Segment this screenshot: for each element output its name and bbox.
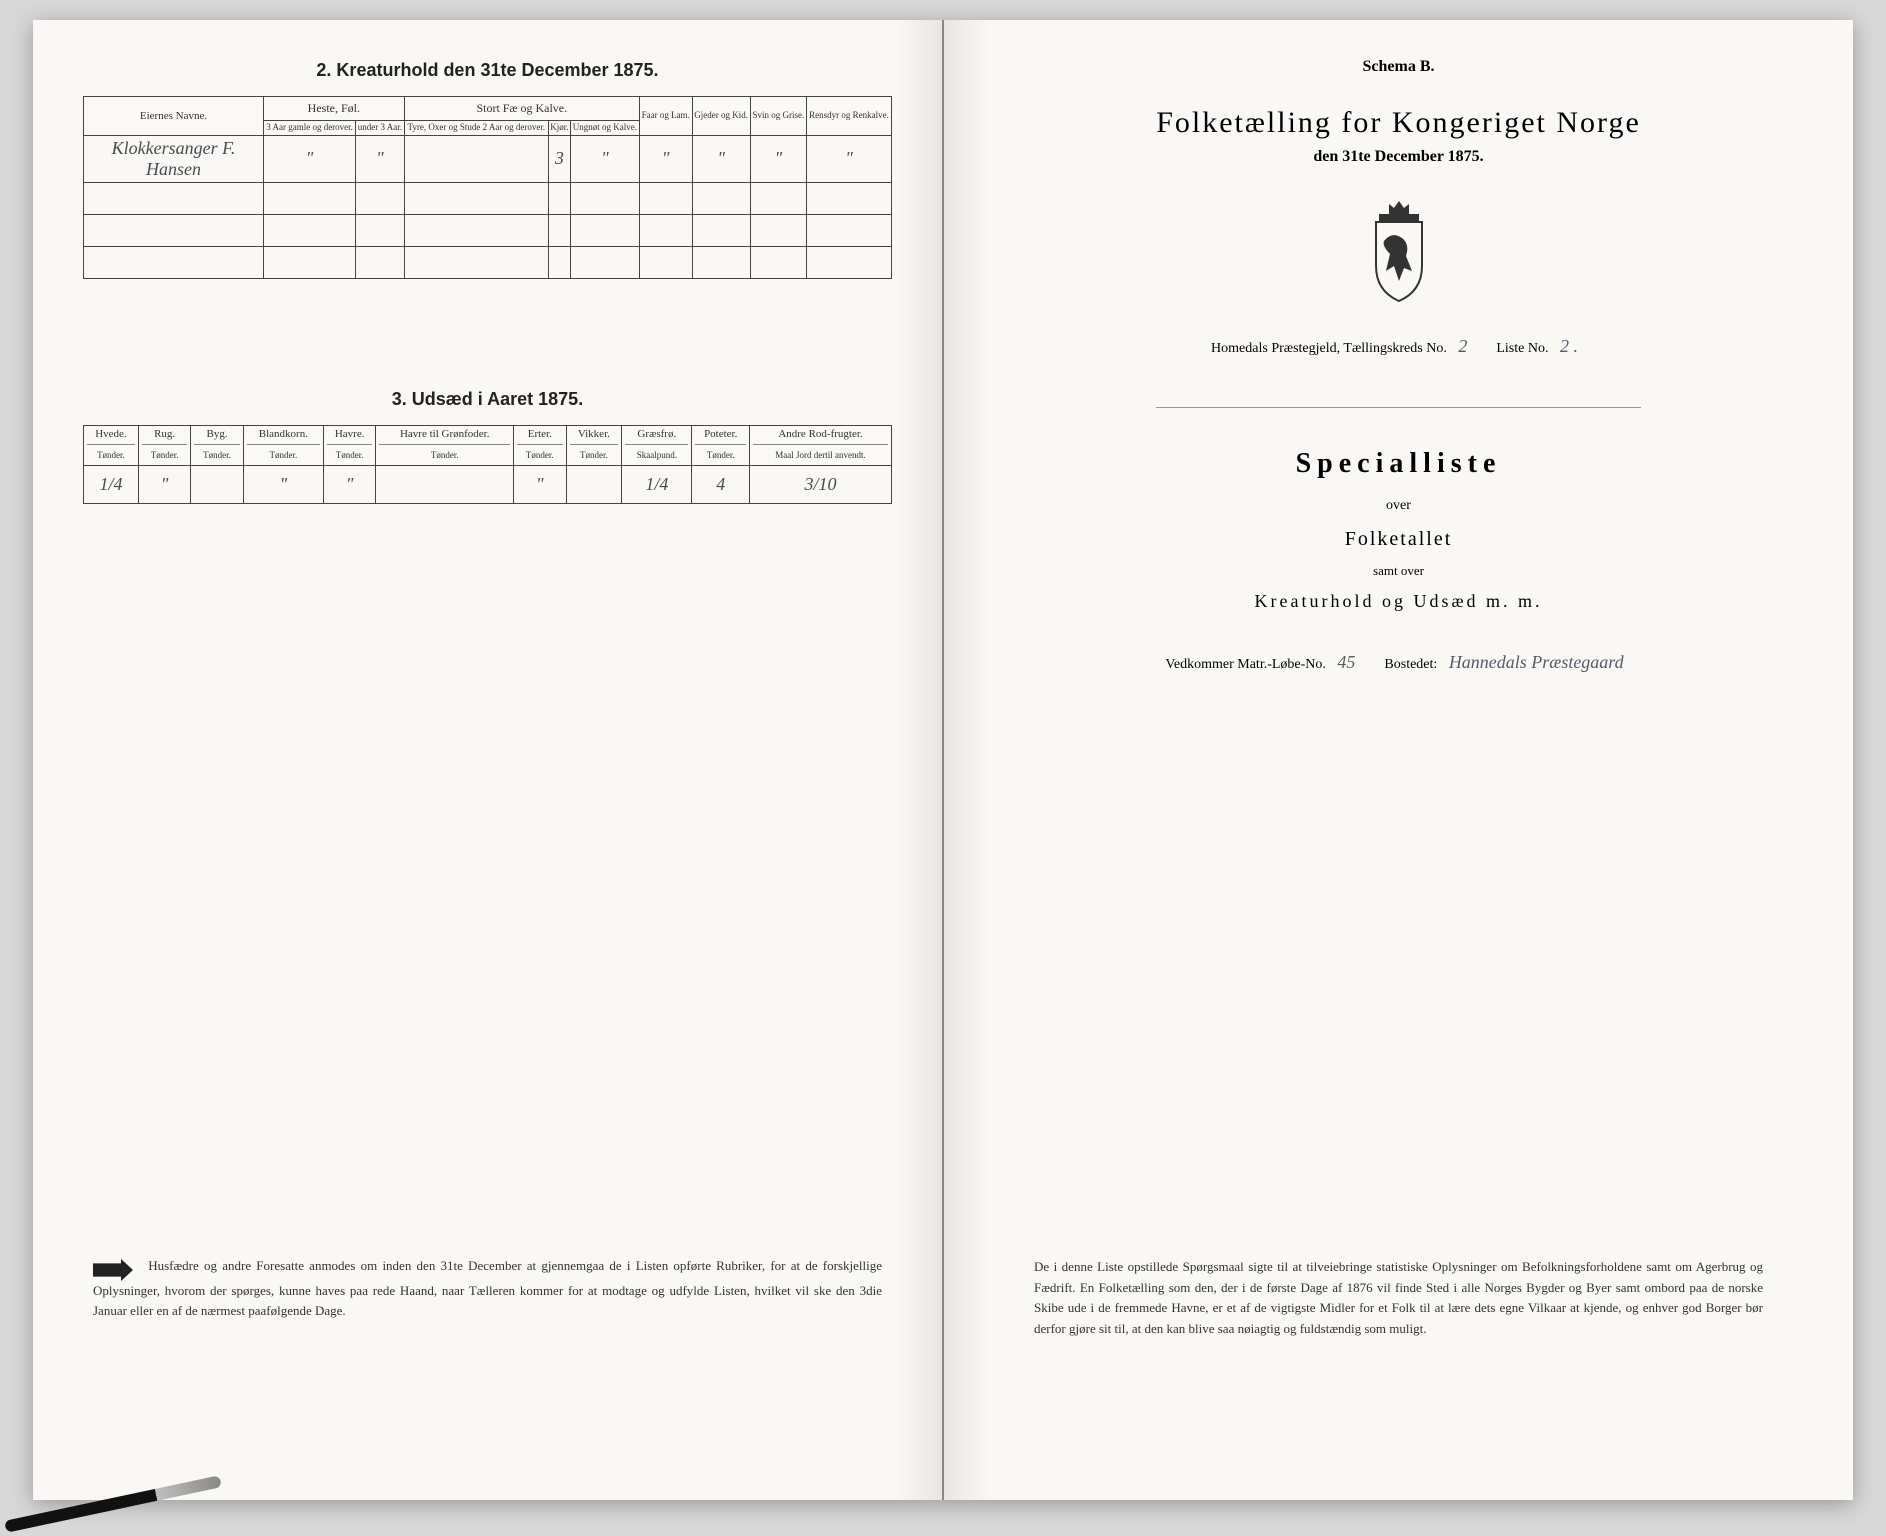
header-row: Hvede.Tønder. Rug.Tønder. Byg.Tønder. Bl… [84,425,892,465]
bostedet-label: Bostedet: [1384,657,1437,672]
main-title: Folketælling for Kongeriget Norge [994,106,1803,140]
col: Erter.Tønder. [514,425,566,465]
kreaturhold-table: Eiernes Navne. Heste, Føl. Stort Fæ og K… [83,96,892,279]
col-eier: Eiernes Navne. [84,97,264,136]
cell: " [692,135,750,182]
folketallet-label: Folketallet [994,528,1803,551]
col: Rug.Tønder. [138,425,190,465]
col: Havre til Grønfoder.Tønder. [376,425,514,465]
kreatur-label: Kreaturhold og Udsæd m. m. [994,591,1803,612]
right-footnote: De i denne Liste opstillede Spørgsmaal s… [1034,1257,1763,1340]
col-svin: Svin og Grise. [750,97,806,136]
section-3-title: 3. Udsæd i Aaret 1875. [83,389,892,410]
left-page: 2. Kreaturhold den 31te December 1875. E… [33,20,944,1500]
pointing-hand-icon [93,1259,133,1281]
left-footnote: Husfædre og andre Foresatte anmodes om i… [93,1256,882,1320]
col: Vikker.Tønder. [566,425,622,465]
section-2-title: 2. Kreaturhold den 31te December 1875. [83,60,892,81]
cell: 1/4 [84,465,139,503]
meta-line: Homedals Præstegjeld, Tællingskreds No. … [994,336,1803,357]
col: Havre.Tønder. [323,425,375,465]
col-gjeder: Gjeder og Kid. [692,97,750,136]
meta-prefix: Homedals Præstegjeld, Tællingskreds No. [1211,341,1447,356]
table-row [84,214,892,246]
cell: " [570,135,639,182]
specialliste-title: Specialliste [994,448,1803,480]
vedkommer-label: Vedkommer Matr.-Løbe-No. [1165,657,1326,672]
col: Andre Rod-frugter.Maal Jord dertil anven… [749,425,891,465]
table-row: 1/4 " " " " 1/4 4 3/10 [84,465,892,503]
cell: 3 [549,135,571,182]
cell: " [138,465,190,503]
over-label: over [994,498,1803,514]
cell: " [264,135,356,182]
col: Blandkorn.Tønder. [243,425,323,465]
cell: " [514,465,566,503]
samt-label: samt over [994,563,1803,579]
col-stort-3: Ungnøt og Kalve. [570,121,639,136]
table-row [84,182,892,214]
vedkommer-no: 45 [1329,652,1363,672]
meta-liste-label: Liste No. [1496,341,1548,356]
col-stort-1: Tyre, Oxer og Stude 2 Aar og derover. [404,121,548,136]
book-spread: 2. Kreaturhold den 31te December 1875. E… [33,20,1853,1500]
coat-of-arms-icon [1354,196,1444,306]
vedkommer-line: Vedkommer Matr.-Løbe-No. 45 Bostedet: Ha… [994,652,1803,673]
col-group-heste: Heste, Føl. [264,97,405,121]
right-page: Schema B. Folketælling for Kongeriget No… [944,20,1853,1500]
cell: " [356,135,405,182]
cell: " [243,465,323,503]
cell: " [806,135,891,182]
schema-label: Schema B. [994,58,1803,76]
col-heste-1: 3 Aar gamle og derover. [264,121,356,136]
cell [404,135,548,182]
cell: 1/4 [622,465,692,503]
col: Poteter.Tønder. [692,425,750,465]
col-heste-2: under 3 Aar. [356,121,405,136]
cell [376,465,514,503]
footnote-text: Husfædre og andre Foresatte anmodes om i… [93,1258,882,1318]
cell-name: Klokkersanger F. Hansen [84,135,264,182]
pen-artifact [4,1475,222,1532]
cell: " [639,135,692,182]
cell: " [323,465,375,503]
cell: " [750,135,806,182]
udsaed-table: Hvede.Tønder. Rug.Tønder. Byg.Tønder. Bl… [83,425,892,504]
cell [191,465,243,503]
cell: 3/10 [749,465,891,503]
meta-kreds-value: 2 [1450,336,1475,356]
col-stort-2: Kjør. [549,121,571,136]
col-rensdyr: Rensdyr og Renkalve. [806,97,891,136]
col-group-stort: Stort Fæ og Kalve. [404,97,639,121]
cell [566,465,622,503]
col: Græsfrø.Skaalpund. [622,425,692,465]
sub-title: den 31te December 1875. [994,148,1803,166]
cell: 4 [692,465,750,503]
col: Hvede.Tønder. [84,425,139,465]
col: Byg.Tønder. [191,425,243,465]
bostedet-value: Hannedals Præstegaard [1441,652,1632,672]
meta-liste-value: 2 . [1552,336,1586,356]
table-row [84,246,892,278]
col-faar: Faar og Lam. [639,97,692,136]
table-row: Klokkersanger F. Hansen " " 3 " " " " " [84,135,892,182]
